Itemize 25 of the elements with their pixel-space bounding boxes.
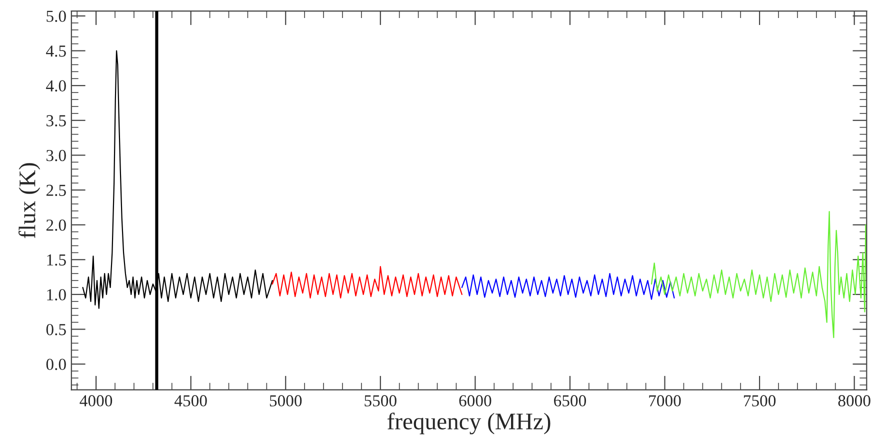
x-tick-label: 4000: [80, 395, 112, 406]
line-series: [650, 211, 867, 338]
x-axis-title: frequency (MHz): [387, 412, 550, 434]
x-tick-label: 7500: [744, 395, 776, 406]
x-tick-label: 5500: [364, 395, 396, 406]
line-series: [461, 273, 675, 300]
y-tick-label: 1.0: [47, 289, 66, 300]
x-tick-label: 7000: [649, 395, 681, 406]
x-tick-label: 5000: [270, 395, 302, 406]
y-axis-title: flux (K): [18, 163, 40, 238]
x-tick-label: 8000: [838, 395, 870, 406]
y-tick-label: 1.5: [47, 254, 66, 266]
y-tick-label: 2.0: [46, 220, 66, 231]
line-series: [272, 266, 462, 298]
y-tick-label: 0.5: [46, 324, 66, 336]
y-tick-label: 4.0: [46, 80, 66, 92]
x-tick-label: 6500: [554, 395, 586, 406]
y-tick-label: 3.5: [46, 115, 66, 126]
y-tick-label: 3.0: [46, 150, 66, 162]
y-tick-label: 2.5: [46, 184, 66, 196]
y-tick-label: 4.5: [46, 46, 66, 57]
x-tick-label: 6000: [459, 395, 492, 406]
x-tick-label: 4500: [174, 395, 207, 406]
y-tick-label: 0.0: [46, 358, 66, 370]
y-tick-label: 5.0: [46, 10, 66, 22]
